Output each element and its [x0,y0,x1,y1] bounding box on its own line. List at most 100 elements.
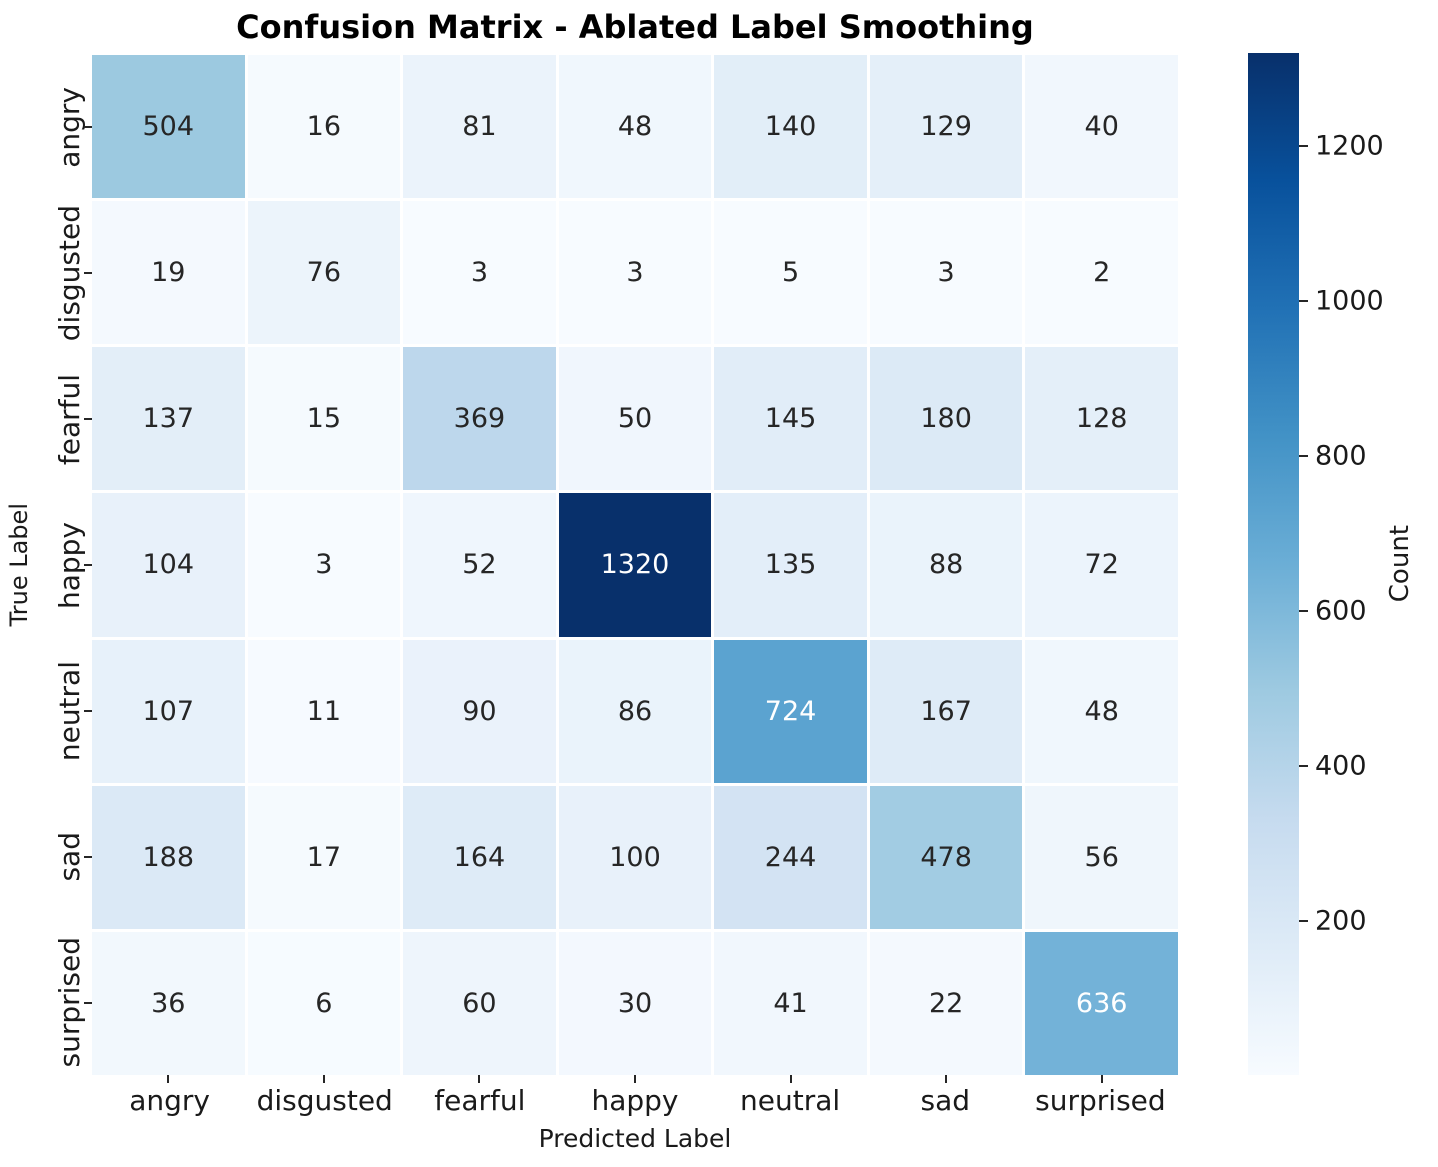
heatmap-cell-angry-angry: 504 [92,55,245,199]
heatmap-cell-disgusted-neutral: 5 [714,201,867,345]
heatmap-cell-sad-fearful: 164 [403,785,556,929]
x-tick-mark [945,1075,948,1083]
colorbar-label-text: Count [1385,525,1415,603]
heatmap-cell-neutral-neutral: 724 [714,639,867,783]
heatmap-grid: 504 16 81 48 140 129 40 19 76 3 3 5 3 2 137 15 369 50 145 1… [92,55,1178,1075]
colorbar-tick-mark [1299,300,1308,303]
y-tick-label: disgusted [53,205,86,342]
y-tick-labels: angry disgusted fearful happy neutral sad surp… [34,55,86,1075]
heatmap-cell-angry-sad: 129 [869,55,1023,199]
heatmap-cell-fearful-disgusted: 15 [247,347,401,491]
heatmap-cell-happy-fearful: 52 [403,493,556,637]
heatmap-cell-happy-disgusted: 3 [247,493,401,637]
y-tick-mark [84,271,92,274]
heatmap-cell-happy-sad: 88 [869,493,1023,637]
colorbar-tick-label: 800 [1315,440,1367,472]
colorbar-tick-mark [1299,145,1308,148]
heatmap-cell-fearful-neutral: 145 [714,347,867,491]
colorbar-label: Count [1378,53,1422,1075]
heatmap-cell-disgusted-fearful: 3 [403,201,556,345]
heatmap-cell-sad-happy: 100 [558,785,712,929]
y-tick-mark [84,125,92,128]
heatmap-cell-surprised-surprised: 636 [1025,931,1178,1075]
x-tick-mark [634,1075,636,1083]
heatmap-cell-happy-angry: 104 [92,493,245,637]
heatmap-cell-sad-surprised: 56 [1025,785,1178,929]
x-tick-surprised: surprised [1035,1084,1166,1117]
heatmap-cell-sad-angry: 188 [92,785,245,929]
heatmap-cell-neutral-disgusted: 11 [247,639,401,783]
x-tick-sad: sad [920,1084,971,1117]
y-tick-mark [84,710,92,713]
colorbar-tick-label: 400 [1315,750,1367,782]
heatmap-cell-angry-happy: 48 [558,55,712,199]
colorbar-tick-mark [1299,610,1308,613]
heatmap-cell-sad-neutral: 244 [714,785,867,929]
x-tick-happy: happy [591,1084,679,1117]
heatmap-cell-fearful-fearful: 369 [403,347,556,491]
colorbar [1248,53,1299,1075]
y-tick-surprised: surprised [34,929,86,1075]
heatmap-cell-angry-neutral: 140 [714,55,867,199]
y-tick-mark [84,856,92,859]
heatmap-cell-disgusted-happy: 3 [558,201,712,345]
heatmap-cell-surprised-neutral: 41 [714,931,867,1075]
colorbar-tick-mark [1299,455,1308,458]
x-tick-disgusted: disgusted [256,1084,393,1117]
colorbar-tick-label: 600 [1315,595,1367,627]
y-tick-label: angry [53,87,86,169]
y-tick-happy: happy [34,492,86,638]
colorbar-tick-mark [1299,920,1308,923]
x-tick-mark [789,1075,792,1083]
heatmap-cell-surprised-fearful: 60 [403,931,556,1075]
x-tick-neutral: neutral [740,1084,841,1117]
y-tick-label: fearful [53,373,86,465]
chart-title: Confusion Matrix - Ablated Label Smoothi… [236,8,1034,46]
heatmap-cell-angry-disgusted: 16 [247,55,401,199]
colorbar-ticks: 200 400 600 800 1000 1200 [1299,53,1429,1075]
heatmap-cell-neutral-surprised: 48 [1025,639,1178,783]
x-tick-mark [478,1075,481,1083]
heatmap-cell-fearful-angry: 137 [92,347,245,491]
heatmap-cell-fearful-surprised: 128 [1025,347,1178,491]
heatmap-cell-disgusted-sad: 3 [869,201,1023,345]
y-tick-mark [84,1002,92,1005]
heatmap-cell-angry-fearful: 81 [403,55,556,199]
y-tick-disgusted: disgusted [34,201,86,347]
y-tick-neutral: neutral [34,638,86,784]
heatmap-cell-neutral-angry: 107 [92,639,245,783]
colorbar-tick-label: 200 [1315,905,1367,937]
heatmap-cell-disgusted-disgusted: 76 [247,201,401,345]
heatmap-cell-sad-disgusted: 17 [247,785,401,929]
heatmap-cell-neutral-happy: 86 [558,639,712,783]
x-tick-fearful: fearful [434,1084,526,1117]
y-tick-mark [84,564,92,566]
heatmap-cell-fearful-sad: 180 [869,347,1023,491]
heatmap-cell-disgusted-angry: 19 [92,201,245,345]
colorbar-tick-mark [1299,765,1308,768]
heatmap-cell-happy-happy: 1320 [558,493,712,637]
y-tick-angry: angry [34,55,86,201]
heatmap-cell-surprised-happy: 30 [558,931,712,1075]
y-axis-label: True Label [2,55,36,1075]
heatmap-cell-surprised-disgusted: 6 [247,931,401,1075]
y-axis-label-text: True Label [5,503,33,627]
y-tick-label: neutral [53,660,86,761]
y-tick-sad: sad [34,784,86,930]
colorbar-tick-label: 1000 [1315,285,1384,317]
y-tick-label: surprised [53,936,86,1068]
y-tick-fearful: fearful [34,346,86,492]
y-tick-label: sad [53,831,86,882]
heatmap-cell-neutral-sad: 167 [869,639,1023,783]
x-tick-angry: angry [129,1084,210,1117]
x-tick-mark [167,1075,170,1083]
x-tick-mark [1100,1075,1103,1083]
y-tick-mark [84,417,92,420]
x-tick-mark [322,1075,325,1083]
y-tick-label: happy [53,521,86,609]
heatmap-cell-sad-sad: 478 [869,785,1023,929]
x-tick-labels: angry disgusted fearful happy neutral sad surp… [92,1084,1178,1122]
x-axis-label: Predicted Label [538,1124,732,1153]
heatmap-cell-happy-surprised: 72 [1025,493,1178,637]
